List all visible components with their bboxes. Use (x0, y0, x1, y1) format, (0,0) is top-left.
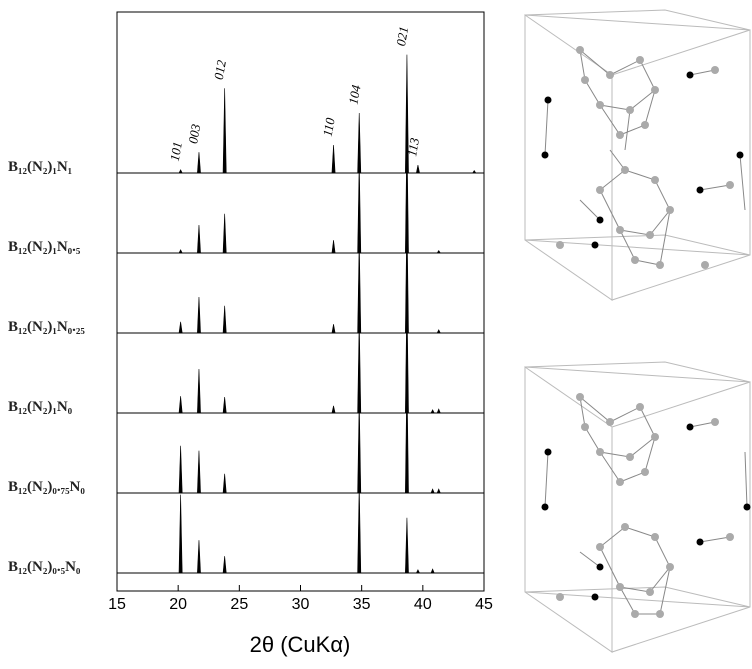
peak (405, 518, 408, 573)
peak (431, 410, 434, 413)
figure: 2θ (CuKα) 15 20 25 30 (0, 0, 752, 669)
cell-edge (525, 367, 612, 652)
peak (179, 396, 182, 413)
peak (431, 569, 434, 573)
peak (416, 570, 419, 573)
peak (223, 556, 226, 573)
peak-annotation: 113 (404, 136, 422, 157)
series-label: B₁₂(N₂)₁N₀ (8, 399, 73, 415)
structure-bottom (525, 362, 751, 652)
x-tick-label: 25 (230, 596, 248, 613)
peak (223, 306, 226, 333)
peak (437, 409, 440, 413)
peak (473, 171, 476, 173)
structure-top (525, 10, 750, 300)
peak (179, 495, 182, 573)
peak-annotation: 110 (320, 116, 338, 137)
peak (358, 400, 361, 493)
peak (179, 446, 182, 493)
plot-frame (117, 12, 484, 591)
atoms-n (542, 72, 744, 249)
x-tick-label: 20 (169, 596, 187, 613)
peak (332, 145, 335, 173)
peak-annotation: 021 (393, 25, 411, 47)
cell-edge (525, 362, 750, 382)
x-tick-label: 45 (475, 596, 493, 613)
peak (197, 369, 200, 413)
peak (358, 485, 361, 573)
peak (179, 250, 182, 253)
peak (223, 214, 226, 253)
peak (358, 240, 361, 333)
peak (416, 165, 419, 173)
x-tick-label: 30 (292, 596, 310, 613)
series-label: B₁₂(N₂)₀.₇₅N₀ (8, 479, 85, 495)
x-tick-label: 35 (353, 596, 371, 613)
peak (437, 330, 440, 333)
atoms-b (556, 393, 734, 618)
peak-annotation: 012 (211, 58, 229, 80)
series-label: B₁₂(N₂)₀.₅N₀ (8, 559, 81, 575)
peak (223, 397, 226, 413)
series-label: B₁₂(N₂)₁N₀.₅ (8, 239, 81, 255)
peak-annotation: 104 (345, 83, 363, 105)
bonds (545, 397, 747, 614)
peak (223, 88, 226, 173)
peak (358, 320, 361, 413)
peak (179, 322, 182, 333)
x-tick-label: 40 (414, 596, 432, 613)
peak (197, 225, 200, 253)
atoms-n (542, 424, 751, 601)
series-label: B₁₂(N₂)₁N₁ (8, 159, 72, 175)
peak (358, 162, 361, 253)
cell-edge (525, 10, 750, 30)
bonds (545, 50, 745, 265)
peak (332, 324, 335, 333)
peak-annotation: 003 (185, 122, 203, 144)
cell-edge (525, 15, 612, 300)
peak (437, 251, 440, 253)
x-axis-label: 2θ (CuKα) (250, 632, 351, 657)
peak (197, 297, 200, 333)
peak (197, 540, 200, 573)
peak (179, 170, 182, 173)
peak (332, 406, 335, 413)
peak (197, 451, 200, 493)
peak (332, 240, 335, 253)
series-label: B₁₂(N₂)₁N₀.₂₅ (8, 319, 85, 335)
peak (431, 489, 434, 493)
x-tick-label: 15 (108, 596, 126, 613)
peak-annotation: 101 (167, 141, 185, 163)
peak (437, 489, 440, 493)
peak (197, 152, 200, 173)
peak (223, 474, 226, 493)
